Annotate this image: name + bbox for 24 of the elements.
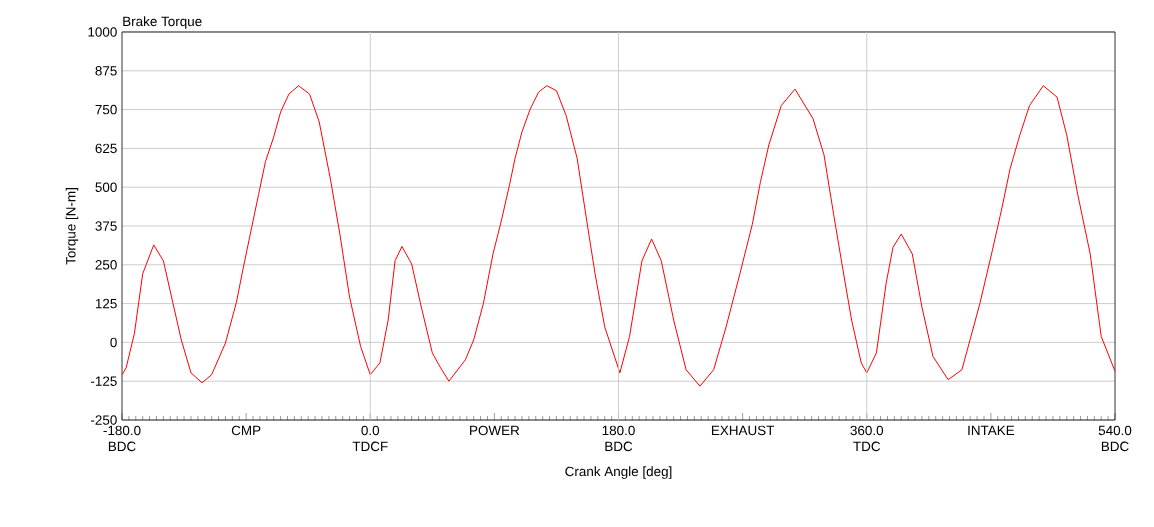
- x-tick-label: CMP: [231, 425, 261, 436]
- y-tick-label: 125: [95, 298, 117, 309]
- y-tick-label: 500: [95, 182, 117, 192]
- y-tick-label: 375: [95, 221, 117, 231]
- x-tick-label: -180.0 BDC: [103, 425, 141, 452]
- y-tick-label: 875: [95, 66, 117, 76]
- y-tick-label: 250: [95, 260, 117, 270]
- y-axis-title: Torque [N-m]: [65, 188, 79, 265]
- line-series: [121, 85, 1116, 387]
- x-tick-label: 0.0 TDCF: [352, 425, 388, 452]
- y-tick-label: 750: [95, 104, 117, 115]
- y-tick-label: -250: [90, 415, 117, 425]
- chart-title: Brake Torque: [123, 16, 202, 29]
- x-tick-label: INTAKE: [968, 425, 1015, 435]
- y-tick-label: 625: [95, 143, 117, 154]
- x-tick-label: 180.0 BDC: [602, 425, 635, 452]
- x-tick-label: 540.0 BDC: [1098, 425, 1132, 452]
- y-tick-label: 1000: [88, 27, 117, 37]
- x-tick-label: EXHAUST: [711, 425, 775, 436]
- y-tick-label: -125: [90, 376, 117, 386]
- x-tick-label: POWER: [470, 425, 520, 436]
- x-tick-label: 360.0 TDC: [850, 425, 884, 452]
- y-tick-label: 0: [110, 337, 117, 348]
- x-axis-title: Crank Angle [deg]: [565, 466, 672, 479]
